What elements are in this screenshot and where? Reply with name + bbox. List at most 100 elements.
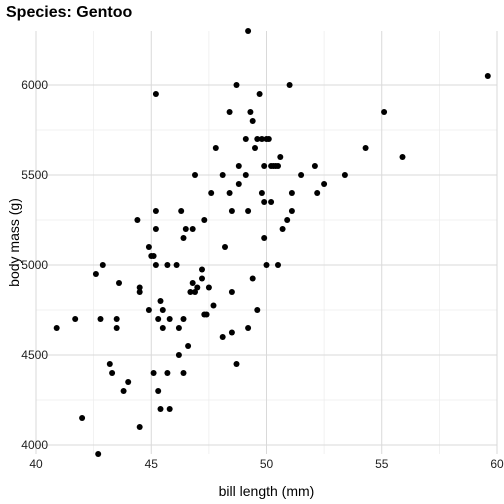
data-point xyxy=(180,235,187,241)
data-point xyxy=(263,262,270,268)
data-point xyxy=(136,284,143,291)
data-point xyxy=(120,388,127,394)
data-point xyxy=(166,406,173,412)
data-point xyxy=(261,163,268,169)
x-tick-label: 50 xyxy=(260,457,274,471)
data-point xyxy=(173,262,180,268)
data-point xyxy=(152,208,159,214)
data-point xyxy=(258,190,265,196)
data-point xyxy=(106,361,113,367)
data-point xyxy=(256,91,263,97)
data-point xyxy=(277,154,284,160)
data-point xyxy=(150,370,157,376)
x-tick-label: 45 xyxy=(145,457,159,471)
data-point xyxy=(192,172,198,178)
data-point xyxy=(178,208,185,214)
data-point xyxy=(242,172,249,178)
data-point xyxy=(175,352,182,358)
data-point xyxy=(362,145,369,151)
x-tick-label: 40 xyxy=(29,457,43,471)
data-point xyxy=(72,316,79,322)
data-point xyxy=(152,226,159,232)
x-tick-label: 60 xyxy=(490,457,504,471)
data-point xyxy=(194,284,201,291)
data-point xyxy=(275,163,281,169)
data-point xyxy=(180,316,187,322)
data-point xyxy=(159,325,166,331)
data-point xyxy=(288,190,295,196)
data-point xyxy=(261,235,268,241)
data-point xyxy=(399,154,406,160)
data-point xyxy=(254,307,261,313)
data-point xyxy=(252,145,258,151)
data-point xyxy=(242,136,249,142)
data-point xyxy=(245,325,252,331)
chart-title: Species: Gentoo xyxy=(6,4,133,21)
data-point xyxy=(245,28,252,34)
data-point xyxy=(286,82,293,88)
data-point xyxy=(145,244,152,250)
data-point xyxy=(233,361,240,367)
data-point xyxy=(268,199,275,205)
data-point xyxy=(116,280,122,286)
data-point xyxy=(185,343,192,349)
data-point xyxy=(136,289,143,295)
data-point xyxy=(182,226,189,232)
data-point xyxy=(145,307,152,313)
data-point xyxy=(155,316,162,322)
tick-label-layer: 40 45 50 55 60 4000 4500 5000 5500 6000 xyxy=(21,78,504,471)
data-point xyxy=(254,136,261,142)
data-point xyxy=(189,280,196,286)
y-axis-label: body mass (g) xyxy=(6,198,22,287)
data-point xyxy=(180,370,187,376)
data-point xyxy=(228,329,235,336)
x-axis-label: bill length (mm) xyxy=(219,483,315,499)
data-point xyxy=(157,406,164,412)
data-point xyxy=(97,316,104,322)
data-point xyxy=(113,316,120,322)
data-point xyxy=(150,253,157,259)
data-point xyxy=(189,226,196,232)
data-point xyxy=(175,325,182,331)
data-point xyxy=(341,172,348,178)
data-point xyxy=(321,181,328,187)
data-point xyxy=(228,289,235,295)
y-tick-label: 5500 xyxy=(21,168,48,182)
data-point xyxy=(381,109,388,115)
data-point xyxy=(275,262,281,268)
data-point xyxy=(92,271,99,277)
data-point xyxy=(125,379,132,385)
data-point xyxy=(136,424,143,430)
data-point xyxy=(249,118,256,124)
data-point xyxy=(249,275,256,282)
data-point xyxy=(258,136,265,142)
data-point xyxy=(219,334,226,340)
data-point-layer xyxy=(53,28,491,457)
data-point xyxy=(265,136,272,142)
x-tick-label: 55 xyxy=(375,457,389,471)
data-point xyxy=(203,311,210,318)
data-point xyxy=(95,451,102,457)
data-point xyxy=(201,217,208,223)
data-point xyxy=(219,172,226,178)
data-point xyxy=(164,370,171,376)
y-tick-label: 5000 xyxy=(21,258,48,272)
data-point xyxy=(152,262,159,268)
y-tick-label: 4000 xyxy=(21,438,48,452)
data-point xyxy=(245,208,252,214)
data-point xyxy=(187,289,194,295)
data-point xyxy=(210,302,217,309)
data-point xyxy=(192,289,198,295)
data-point xyxy=(212,145,219,151)
data-point xyxy=(228,208,235,214)
data-point xyxy=(484,73,491,79)
data-point xyxy=(226,190,233,196)
data-point xyxy=(134,217,141,223)
data-point xyxy=(226,109,233,115)
data-point xyxy=(113,325,120,331)
data-point xyxy=(152,91,159,97)
data-point xyxy=(99,262,106,268)
data-point xyxy=(311,163,318,169)
data-point xyxy=(157,298,164,304)
